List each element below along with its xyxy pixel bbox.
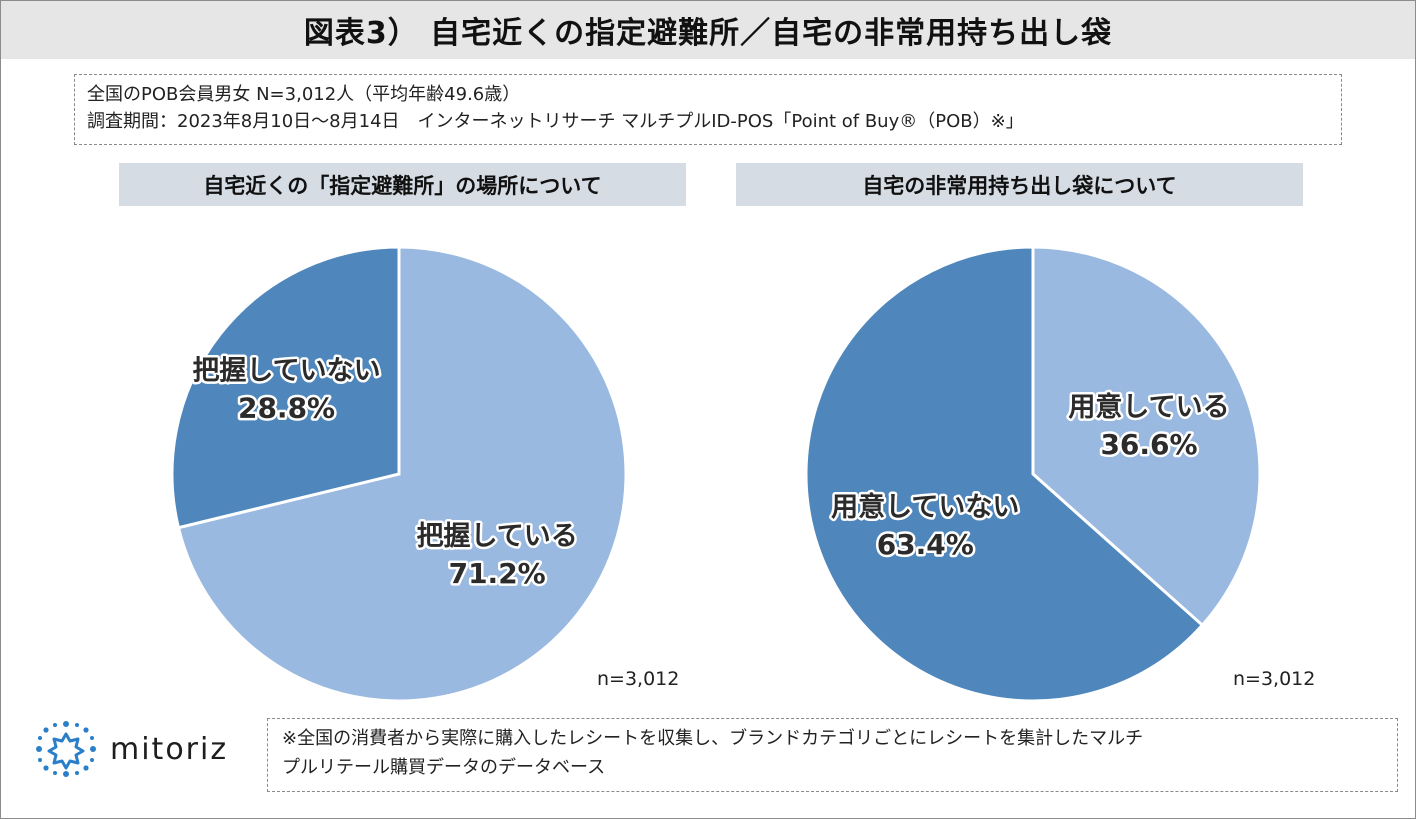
- pie-left-slice-1-label: 把握していない: [192, 356, 380, 387]
- figure-title: 図表3） 自宅近くの指定避難所／自宅の非常用持ち出し袋: [1, 1, 1415, 59]
- footnote-box: ※全国の消費者から実際に購入したレシートを収集し、ブランドカテゴリごとにレシート…: [267, 718, 1398, 792]
- survey-info-line-1: 全国のPOB会員男女 N=3,012人（平均年齢49.6歳）: [87, 84, 521, 105]
- pie-right-slice-1-value: 63.4%: [877, 528, 974, 561]
- pie-right-slice-0-value: 36.6%: [1100, 428, 1197, 461]
- footnote-line-1: ※全国の消費者から実際に購入したレシートを収集し、ブランドカテゴリごとにレシート…: [282, 728, 1144, 749]
- footnote-line-2: プルリテール購買データのデータベース: [282, 757, 606, 778]
- pie-left-slice-1: [170, 245, 401, 530]
- pie-right-slice-1: [804, 245, 1205, 703]
- survey-info-box: 全国のPOB会員男女 N=3,012人（平均年齢49.6歳） 調査期間：2023…: [74, 74, 1342, 145]
- pie-right-slice-1-label: 用意していない: [831, 491, 1019, 523]
- left-chart-title-text: 自宅近くの「指定避難所」の場所について: [203, 173, 602, 198]
- pie-right-slice-0-label: 用意している: [1068, 391, 1229, 423]
- pie-right-slice-0: [1031, 245, 1262, 628]
- pie-left-slice-0-value: 71.2%: [449, 557, 546, 590]
- right-chart-title-text: 自宅の非常用持ち出し袋について: [862, 173, 1177, 198]
- survey-info-line-2: 調査期間：2023年8月10日～8月14日 インターネットリサーチ マルチプルI…: [87, 111, 1024, 132]
- left-chart-sample-size: n=3,012: [597, 668, 680, 690]
- pie-left-slice-1-value: 28.8%: [238, 392, 335, 425]
- mitoriz-logo-icon: [36, 721, 96, 777]
- mitoriz-logo: mitoriz: [34, 714, 254, 784]
- right-chart-title: 自宅の非常用持ち出し袋について: [736, 163, 1303, 206]
- pie-left-slice-0-label: 把握している: [417, 521, 578, 552]
- pie-left-slice-0: [176, 245, 628, 703]
- mitoriz-logo-text: mitoriz: [110, 731, 229, 767]
- left-chart-title: 自宅近くの「指定避難所」の場所について: [119, 163, 686, 206]
- right-chart-sample-size: n=3,012: [1233, 668, 1316, 690]
- figure-title-text: 図表3） 自宅近くの指定避難所／自宅の非常用持ち出し袋: [303, 16, 1113, 51]
